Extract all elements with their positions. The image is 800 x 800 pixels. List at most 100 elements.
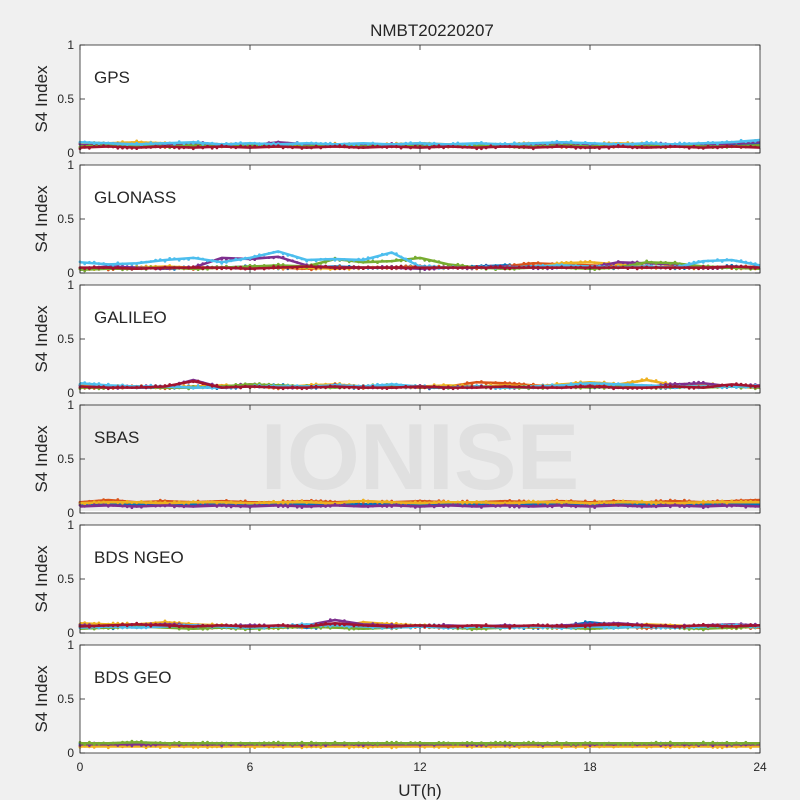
data-point [253, 503, 257, 507]
data-point [286, 258, 290, 262]
data-point [97, 266, 101, 270]
data-point [706, 625, 710, 628]
data-point [258, 628, 261, 632]
data-point [333, 258, 337, 262]
data-point [569, 145, 573, 148]
data-point [314, 144, 318, 148]
data-point [588, 504, 592, 508]
data-point [739, 624, 743, 627]
data-point [121, 262, 124, 266]
data-point [583, 267, 587, 270]
data-point [286, 501, 290, 505]
data-point [97, 382, 101, 385]
data-point [97, 626, 101, 630]
data-point [267, 504, 271, 507]
data-point [399, 383, 403, 387]
data-point [517, 385, 521, 388]
data-point [739, 504, 743, 508]
data-point [395, 503, 398, 506]
data-point [517, 142, 521, 146]
data-point [413, 506, 417, 509]
data-point [385, 499, 389, 503]
data-point [621, 499, 625, 503]
data-point [225, 142, 228, 145]
data-point [494, 505, 497, 508]
data-point [489, 503, 493, 507]
data-point [314, 263, 318, 267]
data-point [673, 503, 677, 507]
y-axis-label: S4 Index [32, 305, 51, 373]
data-point [262, 385, 266, 389]
data-point [229, 267, 233, 271]
data-point [196, 263, 200, 267]
data-point [347, 143, 351, 147]
data-point [749, 499, 752, 503]
data-point [602, 266, 606, 269]
data-point [668, 505, 672, 509]
data-point [498, 142, 502, 146]
data-point [291, 500, 294, 504]
data-point [555, 382, 559, 385]
data-point [498, 624, 502, 628]
data-point [371, 141, 375, 145]
data-point [140, 500, 143, 503]
data-point [475, 500, 479, 503]
data-point [210, 259, 214, 263]
data-point [92, 142, 96, 146]
data-point [678, 267, 682, 270]
data-point [135, 139, 139, 143]
data-point [206, 383, 209, 386]
data-point [701, 499, 705, 503]
data-point [111, 145, 115, 149]
data-point [730, 504, 734, 508]
data-point [187, 380, 191, 384]
data-point [191, 256, 195, 260]
data-point [527, 142, 530, 146]
data-point [598, 262, 601, 265]
data-point [739, 145, 743, 149]
data-point [314, 504, 318, 508]
data-point [404, 623, 408, 627]
data-point [376, 503, 379, 507]
data-point [206, 500, 209, 503]
data-point [640, 505, 644, 509]
data-point [432, 505, 436, 509]
data-point [343, 623, 346, 627]
data-point [111, 621, 115, 625]
data-point [598, 142, 601, 146]
data-point [631, 387, 634, 390]
data-point [253, 267, 257, 271]
data-point [588, 145, 592, 149]
data-point [376, 261, 379, 264]
data-point [749, 261, 752, 265]
data-point [423, 501, 427, 505]
data-point [305, 264, 309, 268]
data-point [654, 386, 658, 390]
data-point [692, 626, 696, 630]
data-point [574, 623, 578, 627]
data-point [664, 384, 667, 388]
data-point [399, 501, 403, 505]
data-point [253, 264, 257, 267]
data-point [678, 145, 682, 149]
y-tick-label: 0.5 [57, 212, 74, 226]
data-point [593, 499, 597, 503]
data-point [243, 143, 247, 146]
data-point [376, 144, 379, 148]
data-point [88, 267, 91, 271]
data-point [583, 385, 587, 389]
data-point [276, 627, 280, 631]
data-point [475, 627, 479, 631]
data-point [357, 143, 360, 146]
data-point [371, 504, 375, 508]
data-point [243, 384, 247, 388]
data-point [158, 623, 162, 627]
data-point [418, 385, 422, 389]
data-point [163, 623, 167, 627]
data-point [659, 266, 663, 270]
data-point [716, 503, 719, 507]
data-point [579, 381, 582, 385]
data-point [631, 504, 634, 508]
data-point [243, 499, 247, 503]
data-point [395, 265, 398, 269]
